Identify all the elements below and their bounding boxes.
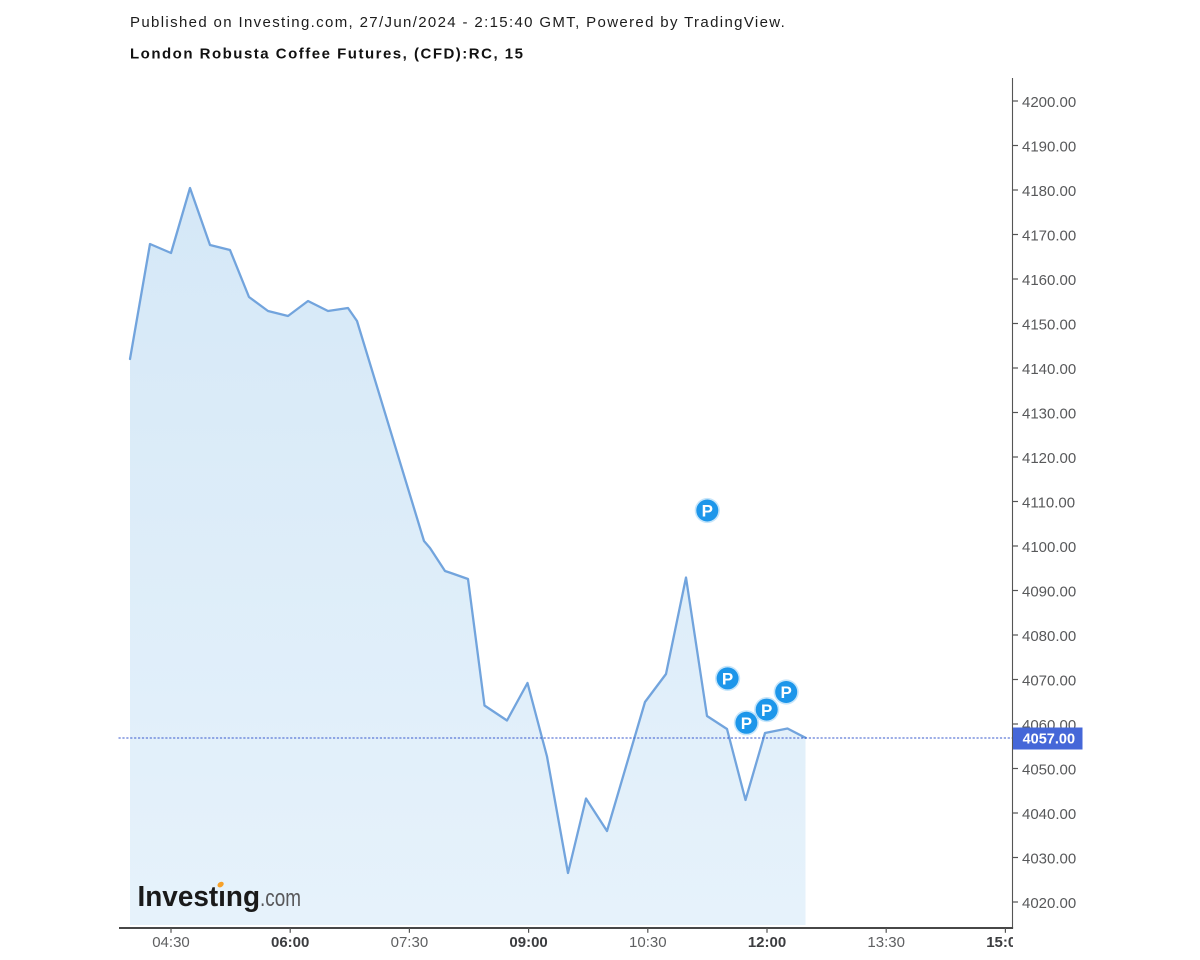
svg-text:P: P bbox=[781, 683, 792, 702]
svg-text:4070.00: 4070.00 bbox=[1022, 672, 1076, 689]
svg-text:07:30: 07:30 bbox=[391, 934, 429, 951]
svg-text:London Robusta Coffee Futures,: London Robusta Coffee Futures, (CFD):RC,… bbox=[130, 46, 525, 63]
svg-text:10:30: 10:30 bbox=[629, 934, 667, 951]
svg-text:4100.00: 4100.00 bbox=[1022, 539, 1076, 556]
svg-text:4030.00: 4030.00 bbox=[1022, 850, 1076, 867]
svg-text:4200.00: 4200.00 bbox=[1022, 94, 1076, 111]
svg-text:4110.00: 4110.00 bbox=[1022, 494, 1075, 511]
svg-text:Investıng: Investıng bbox=[138, 881, 261, 913]
svg-text:4150.00: 4150.00 bbox=[1022, 316, 1076, 333]
svg-text:4120.00: 4120.00 bbox=[1022, 450, 1076, 467]
svg-text:12:00: 12:00 bbox=[748, 934, 786, 951]
svg-text:4057.00: 4057.00 bbox=[1023, 732, 1075, 748]
svg-text:4180.00: 4180.00 bbox=[1022, 183, 1076, 200]
svg-text:06:00: 06:00 bbox=[271, 934, 309, 951]
svg-text:13:30: 13:30 bbox=[867, 934, 905, 951]
svg-text:4050.00: 4050.00 bbox=[1022, 761, 1076, 778]
svg-text:4130.00: 4130.00 bbox=[1022, 405, 1076, 422]
svg-text:4170.00: 4170.00 bbox=[1022, 227, 1076, 244]
svg-text:Published on Investing.com, 27: Published on Investing.com, 27/Jun/2024 … bbox=[130, 14, 786, 31]
svg-text:P: P bbox=[702, 502, 713, 521]
svg-text:4190.00: 4190.00 bbox=[1022, 138, 1076, 155]
svg-text:4040.00: 4040.00 bbox=[1022, 806, 1076, 823]
svg-text:4140.00: 4140.00 bbox=[1022, 361, 1076, 378]
svg-text:04:30: 04:30 bbox=[152, 934, 190, 951]
svg-text:4090.00: 4090.00 bbox=[1022, 583, 1076, 600]
svg-text:4080.00: 4080.00 bbox=[1022, 628, 1076, 645]
svg-text:4020.00: 4020.00 bbox=[1022, 895, 1076, 912]
svg-text:P: P bbox=[722, 670, 733, 689]
svg-text:.com: .com bbox=[260, 885, 301, 912]
svg-text:P: P bbox=[761, 701, 772, 720]
svg-text:4160.00: 4160.00 bbox=[1022, 272, 1076, 289]
svg-text:15:00: 15:00 bbox=[986, 934, 1024, 951]
svg-text:P: P bbox=[741, 714, 752, 733]
svg-text:09:00: 09:00 bbox=[509, 934, 547, 951]
